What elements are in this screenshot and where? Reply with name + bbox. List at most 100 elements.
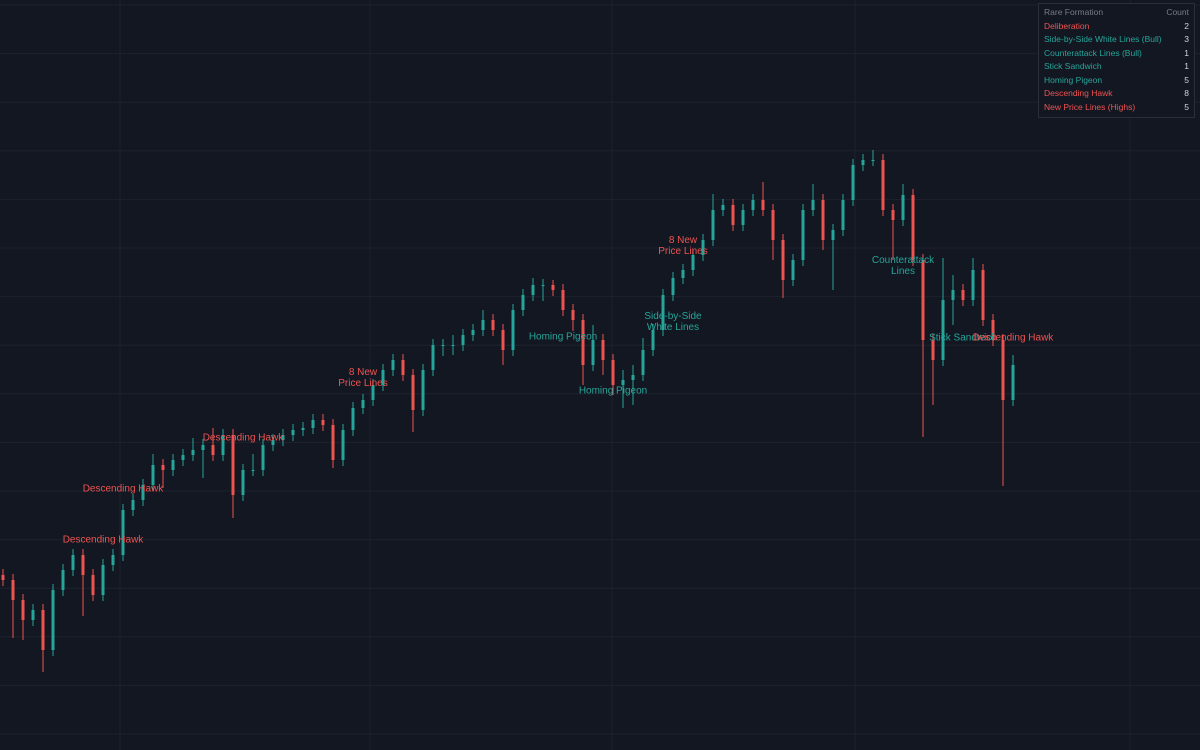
candle-body <box>411 375 415 410</box>
candle-body <box>61 570 65 590</box>
candle-body <box>941 300 945 360</box>
candle-body <box>631 375 635 380</box>
pattern-label: Homing Pigeon <box>528 331 598 343</box>
formation-name: Deliberation <box>1044 20 1090 31</box>
candle-body <box>261 445 265 470</box>
candle-body <box>931 340 935 360</box>
candle-body <box>801 210 805 260</box>
table-header: Count <box>1166 7 1189 17</box>
candle-body <box>501 330 505 350</box>
candle-body <box>461 335 465 345</box>
table-row: Homing Pigeon 5 <box>1044 74 1189 88</box>
candle-body <box>671 278 675 295</box>
formation-count: 2 <box>1184 20 1189 31</box>
candle-body <box>91 575 95 595</box>
candle-body <box>721 205 725 210</box>
candle-body <box>291 430 295 435</box>
formation-count: 5 <box>1184 101 1189 112</box>
candle-body <box>231 435 235 495</box>
candle-body <box>711 210 715 240</box>
candle-body <box>251 470 255 471</box>
pattern-label: Descending Hawk <box>62 534 144 546</box>
candle-body <box>901 195 905 220</box>
candle-body <box>871 160 875 161</box>
candle-body <box>401 360 405 375</box>
formation-name: Homing Pigeon <box>1044 74 1103 85</box>
candle-body <box>581 320 585 365</box>
candle-body <box>591 340 595 365</box>
candle-body <box>371 385 375 400</box>
candle-body <box>271 440 275 445</box>
candle-body <box>471 330 475 335</box>
formation-name: Counterattack Lines (Bull) <box>1044 47 1142 58</box>
formation-name: Descending Hawk <box>1044 88 1113 98</box>
candle-body <box>571 310 575 320</box>
candle-body <box>561 290 565 310</box>
candle-body <box>541 285 545 286</box>
candle-body <box>491 320 495 330</box>
candle-body <box>191 450 195 455</box>
candle-body <box>761 200 765 210</box>
formation-name: Stick Sandwich <box>1044 61 1102 71</box>
candle-body <box>181 455 185 460</box>
formation-name: Side-by-Side White Lines (Bull) <box>1044 34 1162 44</box>
table-row: Descending Hawk 8 <box>1044 87 1189 101</box>
formation-count: 8 <box>1184 88 1189 98</box>
candle-body <box>321 420 325 425</box>
candle-body <box>781 240 785 280</box>
candle-body <box>511 310 515 350</box>
candle-body <box>31 610 35 620</box>
pattern-label: 8 New Price Lines <box>658 235 708 257</box>
candle-body <box>431 345 435 370</box>
candle-body <box>331 425 335 460</box>
table-row: Rare Formation Count <box>1044 6 1189 20</box>
table-row: Stick Sandwich 1 <box>1044 60 1189 74</box>
table-row: New Price Lines (Highs) 5 <box>1044 101 1189 115</box>
candle-body <box>131 500 135 510</box>
candle-body <box>1001 340 1005 400</box>
candle-body <box>521 295 525 310</box>
candle-body <box>101 565 105 595</box>
candle-body <box>41 610 45 650</box>
formation-count: 1 <box>1184 61 1189 71</box>
table-header: Rare Formation <box>1044 7 1104 17</box>
candle-body <box>771 210 775 240</box>
candle-body <box>811 200 815 210</box>
candle-body <box>661 295 665 330</box>
candle-body <box>601 340 605 360</box>
candle-body <box>381 370 385 385</box>
candle-body <box>141 485 145 500</box>
candle-body <box>821 200 825 240</box>
candle-body <box>241 470 245 495</box>
candle-body <box>51 590 55 650</box>
candle-body <box>361 400 365 408</box>
candle-body <box>11 580 15 600</box>
candle-body <box>841 200 845 230</box>
candle-body <box>301 428 305 430</box>
candle-body <box>951 290 955 300</box>
pattern-label: Stick Sandwich <box>929 332 997 344</box>
formation-table: Rare Formation Count Deliberation 2 Side-by-… <box>1038 3 1195 118</box>
candle-body <box>981 270 985 320</box>
candle-body <box>311 420 315 428</box>
formation-count: 5 <box>1184 74 1189 85</box>
candle-body <box>481 320 485 330</box>
pattern-label: Homing Pigeon <box>578 385 648 397</box>
candle-body <box>441 345 445 346</box>
candle-body <box>211 445 215 455</box>
candle-body <box>121 510 125 555</box>
candle-body <box>971 270 975 300</box>
candle-body <box>641 350 645 375</box>
candle-body <box>201 445 205 450</box>
pattern-label: 8 New Price Lines <box>338 367 388 389</box>
pattern-label: Counterattack Lines <box>871 255 935 277</box>
table-row: Deliberation 2 <box>1044 20 1189 34</box>
candle-body <box>531 285 535 295</box>
candle-body <box>741 210 745 225</box>
candle-body <box>1011 365 1015 400</box>
candle-body <box>281 435 285 440</box>
candle-body <box>1 575 5 580</box>
candle-body <box>701 240 705 255</box>
